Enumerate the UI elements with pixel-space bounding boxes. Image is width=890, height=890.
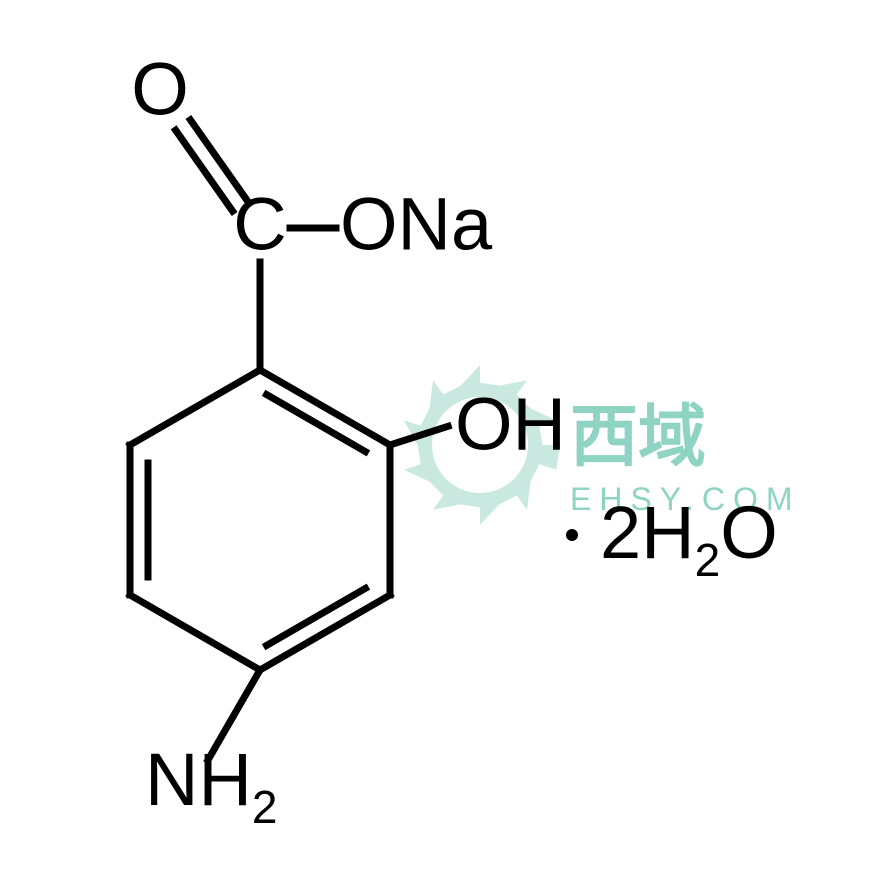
bond — [130, 370, 260, 445]
hydrate-label: 2H2O — [600, 491, 778, 586]
chemical-structure-diagram: 西域EHSY.COM OCONaOHNH22H2O — [0, 0, 890, 890]
atom-ona: ONa — [340, 183, 493, 266]
bond — [260, 370, 390, 445]
hydrate-dot-icon — [566, 529, 578, 541]
atom-nh2: NH2 — [145, 738, 277, 833]
bond — [130, 595, 260, 670]
atom-oh: OH — [455, 383, 566, 466]
bond — [260, 595, 390, 670]
watermark-text-cn: 西域 — [570, 399, 706, 475]
atom-o-top: O — [131, 48, 189, 131]
atom-c-carboxyl: C — [233, 183, 286, 266]
